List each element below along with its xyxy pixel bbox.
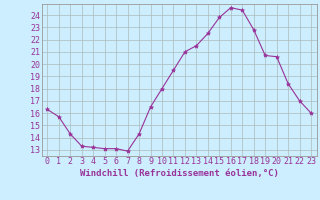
X-axis label: Windchill (Refroidissement éolien,°C): Windchill (Refroidissement éolien,°C) (80, 169, 279, 178)
